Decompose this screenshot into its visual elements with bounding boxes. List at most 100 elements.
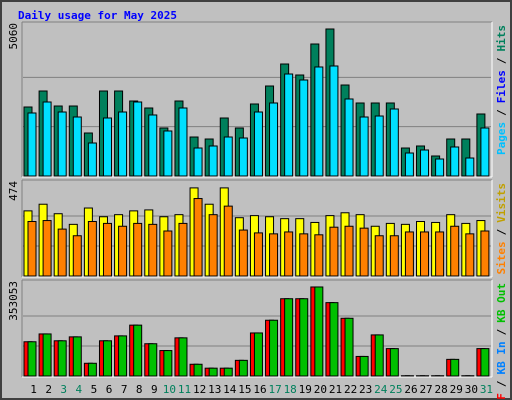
- bar: [329, 226, 339, 277]
- bar: [193, 198, 203, 277]
- bar: [118, 225, 128, 277]
- bar: [57, 340, 67, 377]
- y-tick-label: 5060: [7, 23, 20, 50]
- x-tick-label: 3: [60, 383, 67, 396]
- bar: [420, 231, 430, 277]
- x-tick-label: 15: [238, 383, 251, 396]
- bar: [42, 220, 52, 277]
- bar: [284, 73, 294, 177]
- x-tick-label: 8: [136, 383, 143, 396]
- x-tick-label: 17: [268, 383, 281, 396]
- legend-entry: KB Out: [495, 283, 508, 323]
- bar: [450, 225, 460, 277]
- bar: [329, 65, 339, 177]
- bar: [450, 358, 460, 377]
- bar: [359, 227, 369, 277]
- bar: [480, 230, 490, 277]
- bar: [435, 231, 445, 277]
- x-tick-label: 30: [465, 383, 478, 396]
- legend: KB F / KB In / KB Out: [495, 283, 508, 400]
- bar: [223, 136, 233, 177]
- bar: [404, 152, 414, 177]
- bar: [27, 112, 37, 177]
- bar: [57, 228, 67, 277]
- x-tick-label: 14: [223, 383, 237, 396]
- bar: [178, 107, 188, 177]
- bar: [72, 116, 82, 177]
- bar: [178, 222, 188, 277]
- legend-entry: Pages: [495, 122, 508, 155]
- bar: [133, 324, 143, 377]
- bar: [374, 235, 384, 277]
- bar: [389, 348, 399, 377]
- bar: [223, 205, 233, 277]
- bar: [344, 225, 354, 277]
- x-tick-label: 12: [193, 383, 206, 396]
- bar: [72, 336, 82, 377]
- bar: [163, 130, 173, 177]
- bar: [148, 343, 158, 377]
- legend-separator: /: [495, 328, 508, 335]
- x-tick-label: 5: [91, 383, 98, 396]
- x-tick-label: 13: [208, 383, 221, 396]
- bar: [208, 145, 218, 177]
- bar: [253, 332, 263, 377]
- x-tick-label: 4: [76, 383, 83, 396]
- x-tick-label: 19: [299, 383, 312, 396]
- bar: [284, 231, 294, 277]
- y-tick-label: 353053: [7, 281, 20, 321]
- bar: [269, 102, 279, 177]
- bar: [57, 111, 67, 177]
- x-tick-label: 9: [151, 383, 158, 396]
- legend-entry: KB F: [495, 393, 508, 400]
- bar: [284, 298, 294, 377]
- legend: Pages / Files / Hits: [495, 25, 508, 155]
- bar: [208, 367, 218, 377]
- bar: [389, 235, 399, 277]
- x-tick-label: 18: [284, 383, 297, 396]
- x-tick-label: 29: [450, 383, 463, 396]
- x-tick-label: 31: [480, 383, 493, 396]
- x-tick-label: 11: [178, 383, 191, 396]
- x-tick-label: 23: [359, 383, 372, 396]
- bar: [148, 223, 158, 277]
- x-tick-label: 6: [106, 383, 113, 396]
- bar: [102, 340, 112, 377]
- bar: [208, 214, 218, 277]
- bar: [163, 230, 173, 277]
- bar: [314, 66, 324, 177]
- bar: [389, 108, 399, 177]
- x-tick-label: 10: [163, 383, 176, 396]
- bar: [299, 233, 309, 277]
- bar: [118, 111, 128, 177]
- legend-entry: KB In: [495, 341, 508, 374]
- bar: [435, 158, 445, 177]
- bar: [87, 142, 97, 177]
- x-tick-label: 21: [329, 383, 342, 396]
- legend-entry: Visits: [495, 183, 508, 223]
- legend-separator: /: [495, 228, 508, 235]
- bar: [42, 333, 52, 377]
- x-tick-label: 16: [253, 383, 266, 396]
- bar: [193, 363, 203, 377]
- legend: Sites / Visits: [495, 183, 508, 275]
- bar: [72, 235, 82, 277]
- bar: [87, 221, 97, 277]
- bar: [27, 341, 37, 377]
- x-tick-label: 7: [121, 383, 128, 396]
- bar: [344, 317, 354, 377]
- x-tick-label: 2: [45, 383, 52, 396]
- legend-separator: /: [495, 380, 508, 387]
- x-tick-label: 27: [419, 383, 432, 396]
- bar: [27, 221, 37, 277]
- bar: [269, 319, 279, 377]
- bar: [238, 359, 248, 377]
- legend-entry: Sites: [495, 241, 508, 274]
- bar: [269, 233, 279, 277]
- bar: [480, 127, 490, 177]
- x-tick-label: 26: [404, 383, 417, 396]
- bar: [87, 362, 97, 377]
- bar: [329, 302, 339, 377]
- bar: [465, 157, 475, 177]
